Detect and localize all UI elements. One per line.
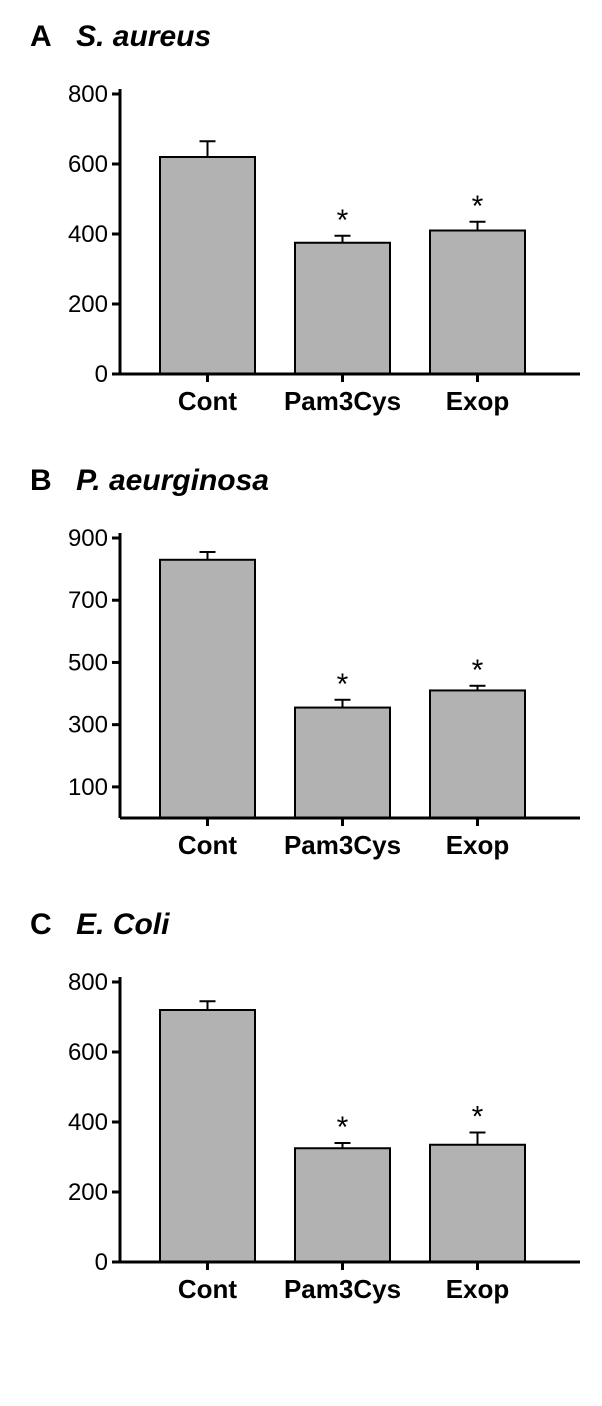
panel-c-letter: C [30,908,52,941]
panel-b-letter: B [30,464,52,497]
panel-a: A S. aureus 0 200 400 600 800 Cont * Pam3Cys * Ex… [10,20,592,424]
panel-b-chart: 100 300 500 700 900 Cont * Pam3Cys * Exop [50,508,592,868]
panel-c-species: E. Coli [76,908,169,941]
svg-text:*: * [472,654,484,687]
svg-text:Cont: Cont [178,386,238,416]
svg-text:400: 400 [68,1109,108,1136]
svg-text:*: * [472,190,484,223]
svg-text:600: 600 [68,1039,108,1066]
panel-c-svg: 0 200 400 600 800 Cont * Pam3Cys * Exop [50,952,590,1312]
svg-text:Pam3Cys: Pam3Cys [284,386,401,416]
svg-text:*: * [337,1111,349,1144]
panel-a-letter: A [30,20,52,53]
panel-b-svg: 100 300 500 700 900 Cont * Pam3Cys * Exop [50,508,590,868]
panel-a-species: S. aureus [76,20,211,53]
panel-a-chart: 0 200 400 600 800 Cont * Pam3Cys * Exop [50,64,592,424]
svg-text:500: 500 [68,649,108,676]
svg-text:700: 700 [68,587,108,614]
panel-b-species: P. aeurginosa [76,464,269,497]
svg-text:Pam3Cys: Pam3Cys [284,1274,401,1304]
panel-a-svg: 0 200 400 600 800 Cont * Pam3Cys * Exop [50,64,590,424]
svg-text:800: 800 [68,969,108,996]
svg-text:Exop: Exop [446,1274,510,1304]
svg-text:800: 800 [68,81,108,108]
svg-text:0: 0 [95,1249,108,1276]
panel-b: B P. aeurginosa 100 300 500 700 900 Cont * Pam3… [10,464,592,868]
svg-text:200: 200 [68,291,108,318]
svg-text:Exop: Exop [446,386,510,416]
svg-text:Exop: Exop [446,830,510,860]
svg-text:Cont: Cont [178,1274,238,1304]
panel-b-title: B P. aeurginosa [30,464,592,498]
svg-text:300: 300 [68,712,108,739]
svg-text:900: 900 [68,525,108,552]
svg-text:200: 200 [68,1179,108,1206]
panel-c-chart: 0 200 400 600 800 Cont * Pam3Cys * Exop [50,952,592,1312]
svg-text:400: 400 [68,221,108,248]
panel-a-title: A S. aureus [30,20,592,54]
svg-text:Cont: Cont [178,830,238,860]
svg-text:600: 600 [68,151,108,178]
svg-text:*: * [337,204,349,237]
svg-text:Pam3Cys: Pam3Cys [284,830,401,860]
panel-c: C E. Coli 0 200 400 600 800 Cont * Pam3Cys * Exop [10,908,592,1312]
svg-text:*: * [472,1101,484,1134]
svg-text:*: * [337,668,349,701]
svg-text:100: 100 [68,774,108,801]
svg-text:0: 0 [95,361,108,388]
panel-c-title: C E. Coli [30,908,592,942]
